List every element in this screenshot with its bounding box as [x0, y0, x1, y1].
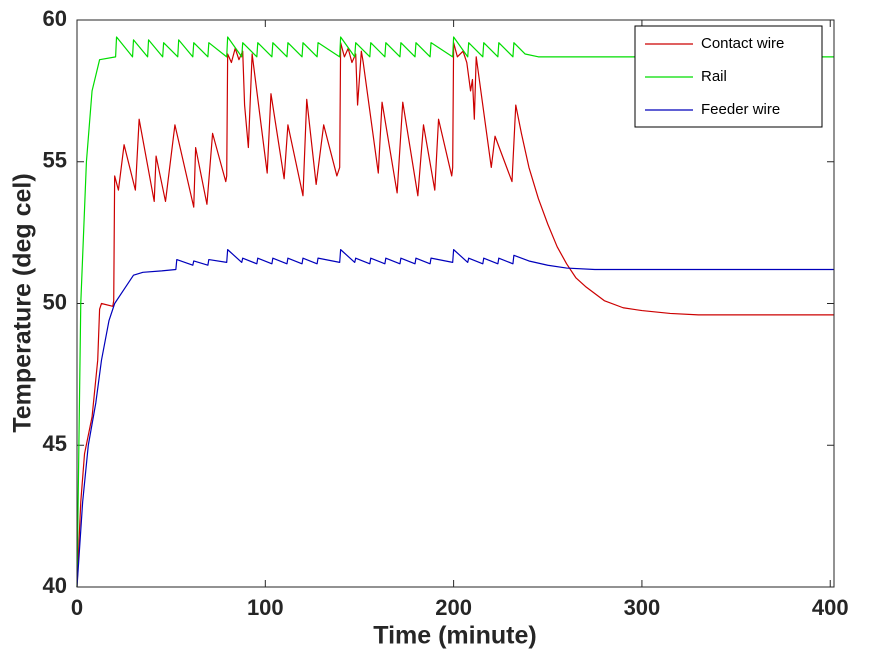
y-tick-label: 50 [43, 289, 67, 314]
y-tick-label: 60 [43, 6, 67, 31]
series-line [76, 249, 834, 588]
x-tick-label: 300 [624, 595, 661, 620]
y-tick-label: 55 [43, 148, 67, 173]
x-tick-label: 100 [247, 595, 284, 620]
plot-frame [76, 19, 835, 588]
x-axis-label: Time (minute) [373, 622, 536, 650]
series-line [76, 42, 834, 588]
legend-label: Rail [701, 68, 727, 85]
y-tick-label: 45 [43, 431, 67, 456]
series-line [76, 36, 834, 588]
legend-label: Contact wire [701, 35, 784, 52]
x-tick-label: 400 [812, 595, 849, 620]
legend-label: Feeder wire [701, 101, 780, 118]
x-tick-label: 0 [71, 595, 83, 620]
x-tick-label: 200 [435, 595, 472, 620]
y-tick-label: 40 [43, 573, 67, 598]
y-axis-label: Temperature (deg cel) [9, 173, 37, 432]
